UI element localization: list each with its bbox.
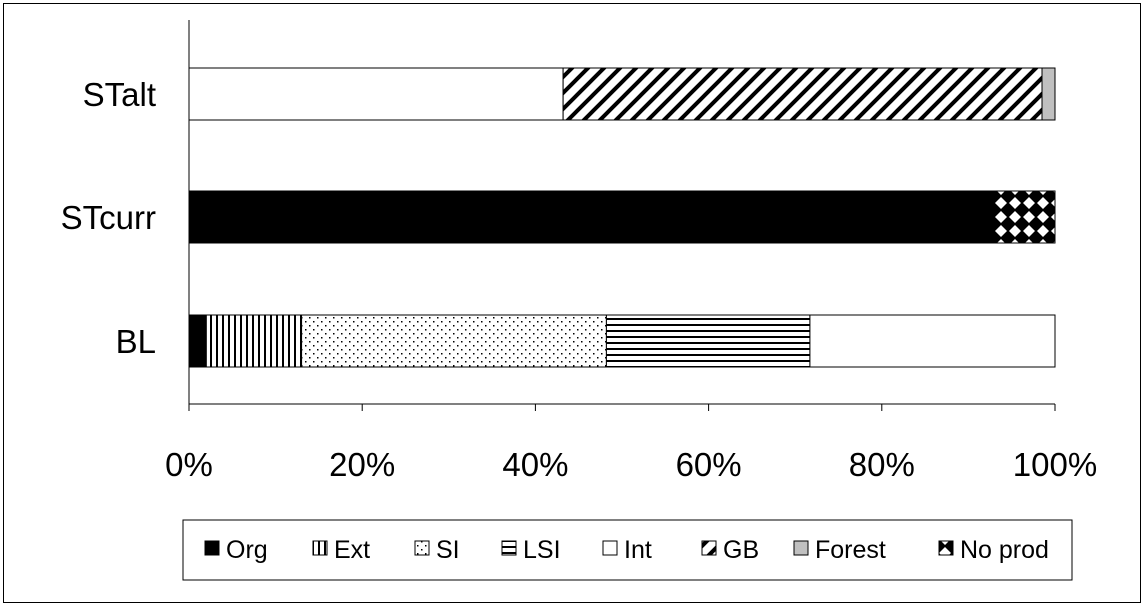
bar-segment-stalt-gb: [562, 67, 1043, 121]
stacked-bar-chart: STalt STcurr BL 0% 20% 40% 60% 80% 100% Org Ext SI…: [61, 20, 1097, 581]
legend-label-int: Int: [624, 536, 652, 564]
x-tick-label: 100%: [1013, 446, 1097, 483]
category-label-stalt: STalt: [83, 76, 156, 113]
bar-segment-bl-org: [188, 314, 207, 368]
bar-segment-bl-si: [301, 314, 607, 368]
legend-label-forest: Forest: [815, 536, 886, 564]
legend-swatch-org: [204, 540, 220, 556]
bar-segment-bl-lsi: [605, 314, 811, 368]
x-tick-label: 80%: [849, 446, 915, 483]
legend-label-si: SI: [436, 536, 460, 564]
legend-swatch-lsi: [501, 540, 517, 556]
legend-label-no-prod: No prod: [960, 536, 1049, 564]
bar-segment-stcurr-org: [188, 190, 995, 244]
legend-swatch-int: [602, 540, 618, 556]
legend-swatch-gb: [701, 540, 717, 556]
legend-label-lsi: LSI: [523, 536, 561, 564]
legend-swatch-ext: [312, 540, 328, 556]
x-tick-label: 60%: [676, 446, 742, 483]
x-tick-label: 0%: [165, 446, 213, 483]
bar-segment-stalt-int: [188, 67, 564, 121]
x-tick-label: 20%: [329, 446, 395, 483]
legend-swatch-si: [414, 540, 430, 556]
legend-swatch-forest: [793, 540, 809, 556]
category-label-bl: BL: [116, 323, 156, 360]
bar-segment-bl-int: [809, 314, 1056, 368]
bar-segment-stalt-forest: [1041, 67, 1056, 121]
plot-area: STalt STcurr BL 0% 20% 40% 60% 80% 100%: [61, 20, 1097, 483]
legend-label-org: Org: [226, 536, 268, 564]
legend: Org Ext SI LSI Int GB Forest No prod: [182, 519, 1073, 581]
category-label-stcurr: STcurr: [61, 199, 156, 236]
bar-segment-bl-ext: [205, 314, 303, 368]
legend-box: [182, 519, 1073, 581]
legend-label-gb: GB: [723, 536, 759, 564]
bar-segment-stcurr-no-prod: [993, 190, 1056, 244]
legend-label-ext: Ext: [334, 536, 370, 564]
legend-swatch-no-prod: [938, 540, 954, 556]
x-tick-label: 40%: [502, 446, 568, 483]
